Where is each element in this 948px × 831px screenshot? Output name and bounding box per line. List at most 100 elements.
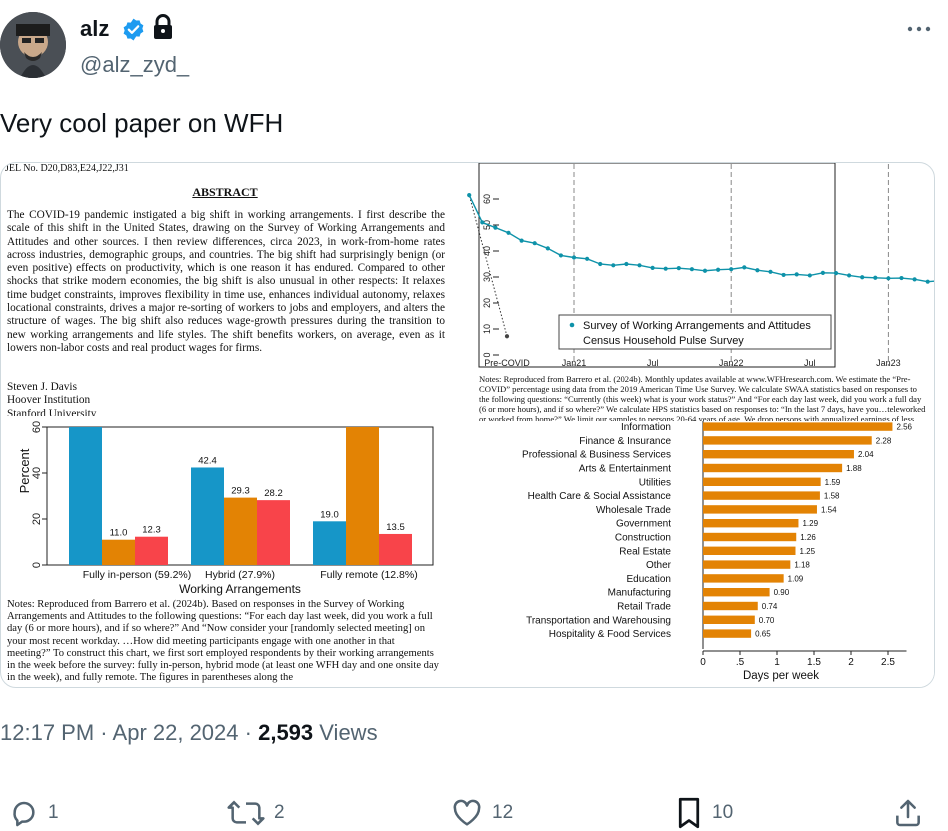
avatar[interactable] [0,12,66,78]
line-chart-swaa-point [611,263,616,268]
paper-abstract-body: The COVID-19 pandemic instigated a big s… [7,209,445,354]
line-chart-swaa-point [781,272,786,278]
reply-button[interactable]: 1 [8,793,59,831]
repost-button[interactable]: 2 [226,793,285,831]
tweet-timestamp[interactable]: 12:17 PM · Apr 22, 2024 · 2,593 Views [0,720,378,746]
group-chart-value-label: 13.5 [386,522,405,533]
line-chart-y-tick-label: 10 [482,324,492,334]
hbar-chart-category-label: Retail Trade [617,602,671,613]
line-chart-x-tick-label: Jul [647,358,659,368]
group-chart-bar [69,427,102,565]
line-chart-swaa-point [689,267,695,272]
paper-jel-codes: JEL No. D20,D83,E24,J22,J31 [5,163,129,174]
line-chart-swaa-point [860,275,865,280]
tweet-media-image[interactable]: JEL No. D20,D83,E24,J22,J31 ABSTRACT The… [0,162,935,688]
hbar-chart-x-tick-label: 1 [774,657,780,668]
line-chart-legend-swaa-marker [569,322,575,328]
hbar-chart-value-label: 1.88 [846,464,862,473]
line-chart-swaa-point [545,246,550,251]
line-chart-swaa-point [676,266,681,271]
reply-icon [13,801,35,827]
hbar-chart-category-label: Hospitality & Food Services [549,629,671,640]
author-handle[interactable]: @alz_zyd_ [80,52,190,77]
author-name[interactable]: alz [80,16,110,41]
hbar-chart-bar [703,463,843,473]
group-chart-y-tick-label: 20 [31,513,43,525]
group-chart-category-inperson: Fully in-person (59.2%) [83,569,192,581]
like-button[interactable]: 12 [450,793,513,831]
hbar-chart-bar [703,588,770,597]
hbar-chart-bar [703,422,893,431]
timestamp-separator: · [100,720,108,745]
bookmark-count: 10 [712,802,734,823]
working-arrangements-bar-chart: 0 20 40 60 Percent 42.4 19.0 11.0 29.3 12.3 28.2 13… [1,416,449,596]
line-chart-swaa-point [899,275,904,281]
hbar-chart-background [449,421,934,687]
hbar-chart-category-label: Construction [615,533,671,544]
group-chart-bar [346,427,379,565]
line-chart-x-tick-label: Jan21 [562,358,587,368]
line-chart-swaa-point [873,275,878,280]
hbar-chart-value-label: 1.58 [824,492,840,501]
hbar-chart-value-label: 0.90 [774,588,790,597]
line-chart-x-tick-label: Jan23 [876,358,901,368]
line-chart-legend-box [558,314,832,350]
hbar-chart-category-label: Manufacturing [608,588,671,599]
group-chart-value-label: 28.2 [264,488,283,499]
hbar-chart-category-label: Arts & Entertainment [579,464,671,475]
line-chart-swaa-point [886,276,891,281]
tweet-text: Very cool paper on WFH [0,108,284,138]
line-chart-frame [478,163,836,368]
hbar-chart-value-label: 1.09 [788,574,804,583]
group-chart-value-label: 12.3 [142,525,161,536]
line-chart-swaa-point [742,265,747,270]
hbar-chart-bar [703,546,796,555]
line-chart-swaa-point [716,267,721,272]
share-button[interactable] [892,793,924,831]
line-chart-swaa-point [702,268,708,273]
hbar-chart-category-label: Wholesale Trade [596,505,671,516]
line-chart-y-tick-label: 20 [482,298,492,308]
hbar-chart-x-tick-label: 0 [700,657,706,668]
line-chart-swaa-point [585,256,590,261]
hbar-chart-value-label: 2.28 [876,436,892,445]
hbar-chart-category-label: Transportation and Warehousing [526,615,671,626]
hbar-chart-bar [703,615,755,624]
industry-wfh-days-chart: 2.56 Information 2.28 Finance & Insurance 2.… [449,421,934,687]
paper-author-name: Steven J. Davis [7,381,77,393]
line-chart-swaa-point [624,261,629,267]
hbar-chart-value-label: 0.74 [762,602,778,611]
group-chart-value-label: 29.3 [231,486,250,497]
hbar-chart-bar [703,629,752,638]
line-chart-swaa-point [467,193,472,198]
line-chart-swaa-point [768,269,773,274]
group-chart-value-label: 19.0 [320,509,339,520]
tweet-time: 12:17 PM [0,720,95,745]
group-chart-value-label: 11.0 [110,528,128,539]
group-chart-value-label: 42.4 [198,455,217,466]
hbar-chart-x-tick-label: 2 [848,657,854,668]
hbar-chart-value-label: 2.04 [858,450,874,459]
line-chart-swaa-point [820,270,826,275]
group-chart-y-tick-label: 0 [31,562,43,568]
hbar-chart-category-label: Professional & Business Services [522,450,671,461]
hbar-chart-bar [703,532,797,542]
group-chart-y-axis-title: Percent [17,448,32,493]
hbar-chart-x-tick-label: 2.5 [881,657,895,668]
bookmark-button[interactable]: 10 [674,793,733,831]
hbar-chart-value-label: 0.70 [759,616,775,625]
line-chart-swaa-point [912,277,917,282]
group-chart-notes: Notes: Reproduced from Barrero et al. (2… [7,599,439,684]
hbar-chart-value-label: 2.56 [896,423,912,432]
hbar-chart-category-label: Education [627,574,671,585]
line-chart-swaa-point [807,273,812,278]
hbar-chart-x-tick-label: .5 [736,657,745,668]
paper-abstract-title: ABSTRACT [192,185,258,199]
line-chart-swaa-point [755,268,760,273]
hbar-chart-value-label: 1.25 [800,547,816,556]
line-chart-x-tick-label: Pre-COVID [484,358,530,368]
hbar-chart-category-label: Other [646,560,672,571]
more-icon[interactable] [903,18,935,40]
share-icon [896,799,920,827]
hbar-chart-bar [703,505,817,514]
